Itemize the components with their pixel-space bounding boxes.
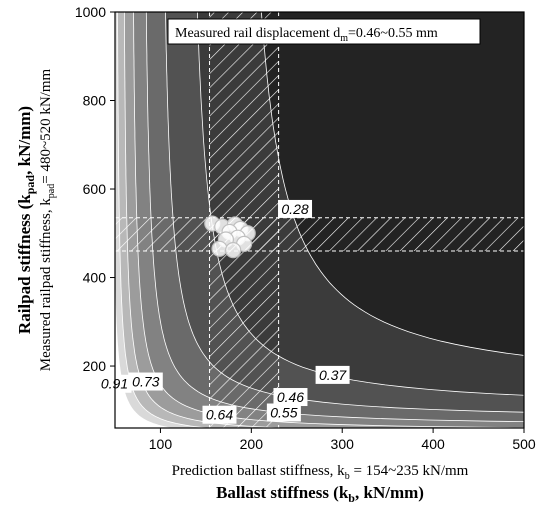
railpad-range-hatch bbox=[115, 217, 524, 251]
measurement-overlays bbox=[115, 12, 524, 428]
y-axis-label: Railpad stiffness (kpad, kN/mm) bbox=[15, 106, 37, 334]
x-tick-label: 400 bbox=[421, 436, 445, 452]
annotation-text: Measured rail displacement d bbox=[175, 26, 340, 41]
contour-label: 0.55 bbox=[270, 405, 297, 421]
x-tick-label: 100 bbox=[149, 436, 173, 452]
x-tick-label: 500 bbox=[512, 436, 536, 452]
contour-label-bg bbox=[315, 365, 350, 384]
contour-label: 0.37 bbox=[319, 367, 347, 383]
contour-line bbox=[117, 12, 206, 428]
contour-label-bg bbox=[128, 372, 163, 391]
y-tick-label: 600 bbox=[83, 181, 107, 197]
y-tick-label: 800 bbox=[83, 93, 107, 109]
y-axis-secondary-label: Measured railpad stiffness, kpad= 480~52… bbox=[38, 68, 57, 371]
y-axis-ticks: 200 400 600 800 1000 bbox=[75, 4, 115, 374]
annotation-box: Measured rail displacement dm=0.46~0.55 … bbox=[167, 18, 481, 45]
x-axis-label: Ballast stiffness (kb, kN/mm) bbox=[216, 483, 424, 505]
contour-label: 0.64 bbox=[206, 407, 233, 423]
y-tick-label: 400 bbox=[83, 270, 107, 286]
annotation-tail: =0.46~0.55 mm bbox=[348, 26, 438, 41]
measurement-point bbox=[225, 241, 242, 259]
annotation-subscript: m bbox=[340, 33, 348, 44]
plot-frame bbox=[114, 11, 525, 429]
x-axis-secondary-label: Prediction ballast stiffness, kb = 154~2… bbox=[172, 463, 469, 482]
contour-label-bg bbox=[273, 388, 308, 407]
contour-label: 0.46 bbox=[277, 389, 304, 405]
y-tick-label: 1000 bbox=[75, 4, 106, 20]
contour-label-bg bbox=[266, 403, 301, 422]
x-tick-label: 300 bbox=[331, 436, 355, 452]
contour-label-bg bbox=[202, 405, 237, 424]
y-tick-label: 200 bbox=[83, 358, 107, 374]
contour-line bbox=[133, 12, 524, 428]
contour-label-bg bbox=[278, 199, 313, 218]
contour-label: 0.28 bbox=[281, 201, 308, 217]
measurement-points bbox=[204, 215, 256, 259]
contour-line bbox=[124, 12, 281, 428]
contour-line bbox=[165, 12, 524, 413]
measurement-point bbox=[211, 240, 228, 257]
svg-text:Measured rail displacement dm=: Measured rail displacement dm=0.46~0.55 … bbox=[175, 26, 438, 44]
contour-value-labels: 0.91 0.730.64 0.550.460.370.28 bbox=[97, 199, 350, 424]
contour-band bbox=[261, 12, 524, 356]
contour-label: 0.73 bbox=[132, 374, 159, 390]
x-tick-label: 200 bbox=[240, 436, 264, 452]
x-axis-ticks: 100 200 300 400 500 bbox=[149, 428, 536, 452]
